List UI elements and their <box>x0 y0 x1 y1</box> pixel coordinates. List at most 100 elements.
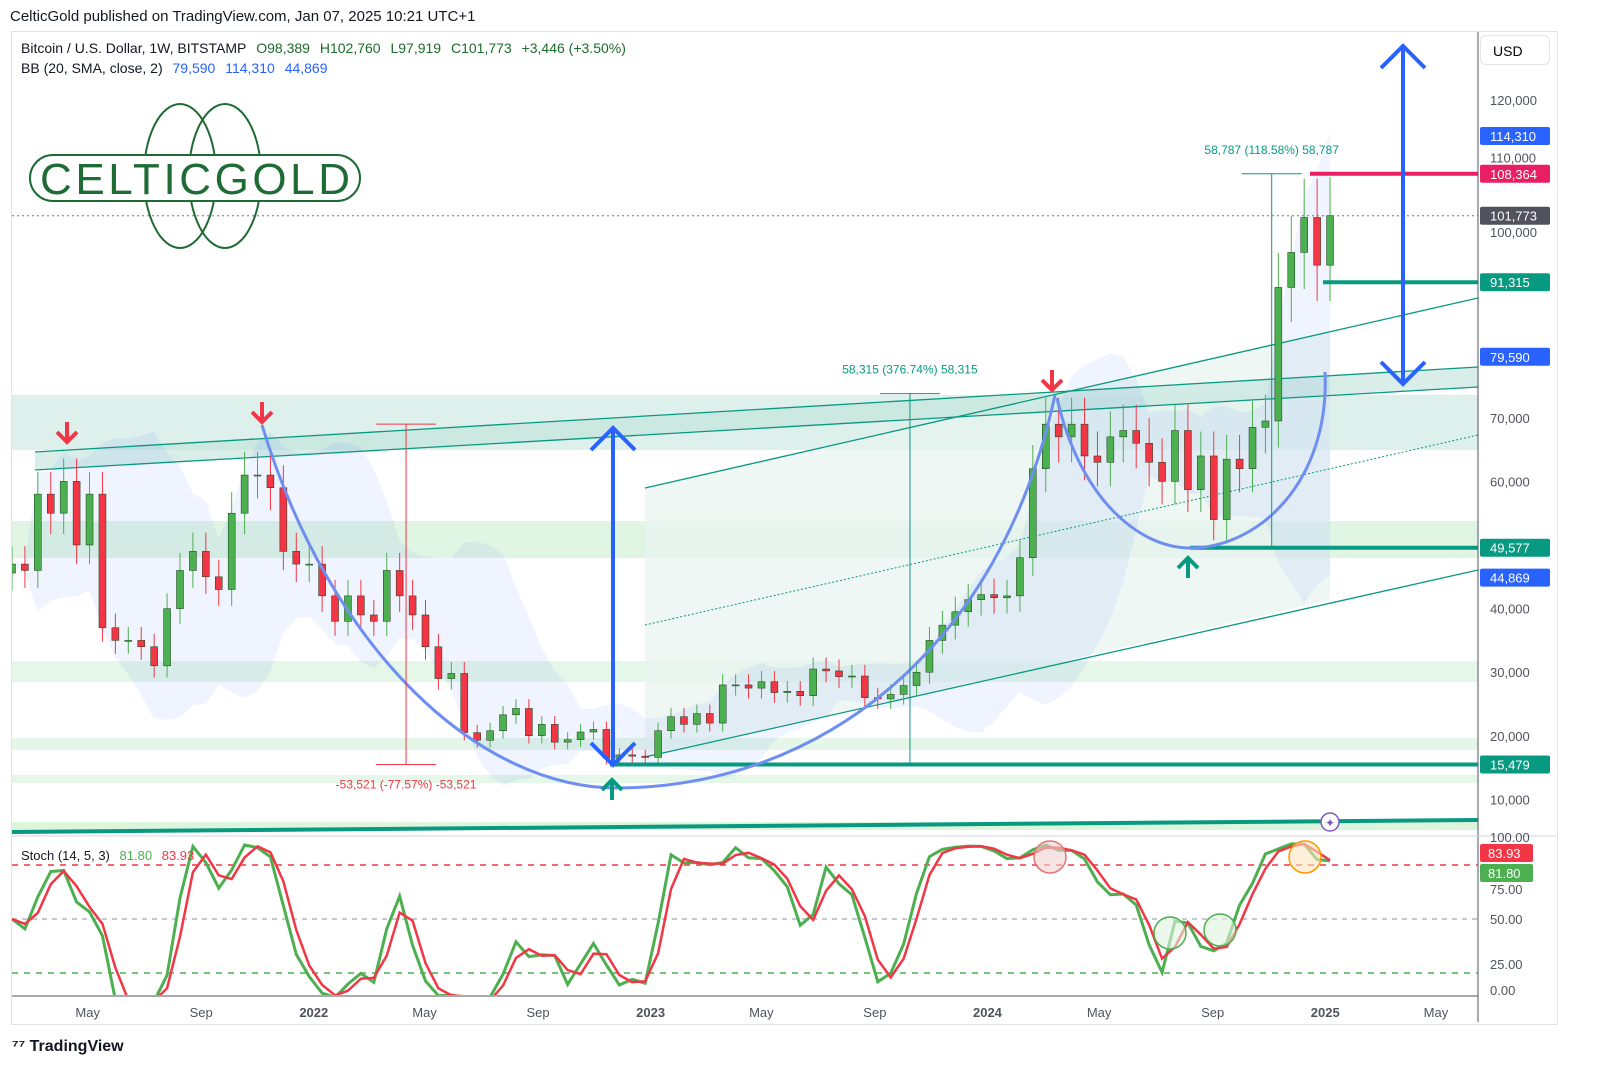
candle-body <box>34 493 42 571</box>
currency-button[interactable]: USD <box>1480 35 1550 65</box>
candle-body <box>163 608 171 667</box>
candle-body <box>512 708 520 716</box>
stoch-y-tick: 25.00 <box>1490 957 1523 972</box>
candle-body <box>47 493 55 514</box>
highlight-circle <box>1203 913 1237 947</box>
candle-body <box>912 671 921 686</box>
candle-body <box>977 594 985 600</box>
price-label: 114,310 <box>1490 129 1536 144</box>
candle-body <box>408 595 417 616</box>
arrow-head-down <box>1379 360 1427 387</box>
support-zone <box>12 775 1478 783</box>
bb-lower: 44,869 <box>284 60 328 76</box>
stoch-k: 81.80 <box>119 848 153 863</box>
candle-body <box>628 754 637 757</box>
candle-body <box>731 684 740 687</box>
stoch-y-tick: 0.00 <box>1490 983 1515 998</box>
x-tick-label: May <box>412 1005 437 1020</box>
candle-body <box>576 731 585 740</box>
logo-banner <box>29 154 361 202</box>
bb-label[interactable]: BB (20, SMA, close, 2) <box>21 60 163 76</box>
candle-body <box>1287 252 1296 288</box>
candle-body <box>189 551 197 571</box>
green-up-arrow-icon <box>600 777 624 800</box>
stoch-d-line <box>12 842 1331 995</box>
highlight-circle <box>1153 916 1187 950</box>
candle-body <box>990 594 998 599</box>
candle-body <box>124 640 133 642</box>
stoch-y-tick: 75.00 <box>1490 882 1523 897</box>
symbol-name[interactable]: Bitcoin / U.S. Dollar, 1W, BITSTAMP <box>21 40 247 56</box>
green-up-arrow-icon <box>1176 555 1200 578</box>
red-down-arrow-icon <box>250 402 274 425</box>
candle-body <box>12 563 16 574</box>
candle-body <box>137 640 145 648</box>
price-label: 15,479 <box>1490 758 1530 773</box>
candle-body <box>253 474 262 477</box>
candle-body <box>395 570 404 597</box>
candle-body <box>589 729 598 733</box>
price-label: 108,364 <box>1490 167 1537 182</box>
y-tick-label: 110,000 <box>1490 150 1536 165</box>
candle-body <box>1261 420 1270 428</box>
candle-body <box>1158 462 1166 482</box>
candle-body <box>176 570 184 609</box>
resistance-channel-fill <box>35 367 1478 470</box>
stoch-d: 83.93 <box>161 848 195 863</box>
arrow-head-up <box>589 425 637 452</box>
candle-body <box>202 551 210 578</box>
candle-body <box>98 493 107 628</box>
candle-body <box>279 487 288 552</box>
candle-body <box>1029 468 1037 558</box>
candle-body <box>227 512 236 590</box>
candle-body <box>1197 455 1205 490</box>
candle-body <box>1235 458 1244 469</box>
stoch-pane <box>12 840 1478 995</box>
stoch-label-bg <box>1480 844 1533 862</box>
candle-body <box>473 732 481 741</box>
x-tick-label: Sep <box>863 1005 886 1020</box>
red-down-arrow-icon <box>55 422 79 445</box>
candle-body <box>266 474 275 489</box>
candle-body <box>240 474 249 514</box>
x-tick-label: Sep <box>526 1005 549 1020</box>
tradingview-logo[interactable]: ⁷⁷ TradingView <box>12 1038 124 1056</box>
chart-frame <box>11 31 1558 1025</box>
x-tick-label: 2022 <box>299 1005 328 1020</box>
channel-lower-line <box>644 569 1478 758</box>
measure-label: 58,315 (376.74%) 58,315 <box>842 363 978 377</box>
long-term-support-line <box>12 818 1478 834</box>
support-zone <box>12 738 1478 750</box>
price-pane <box>12 43 1478 834</box>
resistance-line-upper <box>34 366 1478 453</box>
candle-body <box>331 595 339 622</box>
x-tick-label: May <box>75 1005 100 1020</box>
candle-body <box>292 551 301 565</box>
candle-body <box>447 673 456 679</box>
red-down-arrow-icon <box>1040 370 1064 393</box>
price-label-bg <box>1480 347 1550 366</box>
candle-body <box>421 614 430 648</box>
celticgold-logo: CELTICGOLD <box>29 103 361 249</box>
candle-body <box>499 714 507 731</box>
ohlc-low: L97,919 <box>390 40 442 56</box>
candle-body <box>72 481 81 546</box>
candle-body <box>563 739 572 743</box>
price-label-bg <box>1480 126 1550 145</box>
x-tick-label: 2023 <box>636 1005 665 1020</box>
candle-body <box>925 640 934 673</box>
highlight-circle <box>1033 840 1067 874</box>
stoch-label[interactable]: Stoch (14, 5, 3) <box>21 848 110 863</box>
stoch-k-line <box>12 842 1331 995</box>
candle-body <box>1067 423 1076 438</box>
candle-body <box>667 716 675 731</box>
candle-body <box>1003 595 1011 599</box>
stoch-value-label: 83.93 <box>1488 846 1521 861</box>
stoch-legend: Stoch (14, 5, 3) 81.80 83.93 <box>21 848 200 863</box>
channel-fill <box>645 332 1330 757</box>
measure-label: -53,521 (-77.57%) -53,521 <box>336 778 477 792</box>
price-label-bg <box>1480 206 1550 225</box>
bollinger-band-fill <box>12 132 1331 786</box>
